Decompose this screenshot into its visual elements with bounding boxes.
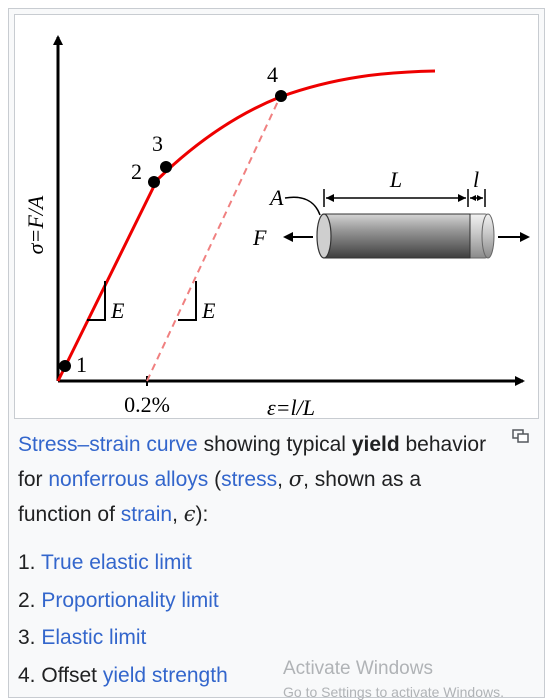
list-item-number: 3.	[18, 626, 42, 649]
link-stress-strain-curve[interactable]: Stress–strain curve	[18, 433, 198, 456]
stress-strain-diagram: σ=F/A ε=l/L 0.2% E E 1 2 3 4	[23, 35, 530, 420]
limits-list: 1. True elastic limit 2. Proportionality…	[18, 544, 228, 694]
specimen-extension-end	[481, 213, 495, 259]
point-2	[148, 176, 160, 188]
modulus-triangle-offset	[178, 281, 197, 321]
modulus-label-offset: E	[201, 298, 216, 323]
point-3	[160, 161, 172, 173]
extension-dimension-arrows	[470, 195, 483, 201]
list-item-number: 4.	[18, 663, 42, 687]
list-item: 1. True elastic limit	[18, 544, 228, 582]
y-axis-label: σ=F/A	[23, 195, 48, 254]
caption-text-4: ,	[277, 468, 289, 491]
figure-caption: Stress–strain curve showing typical yiel…	[18, 427, 498, 532]
caption-text-7: ):	[195, 503, 209, 526]
point-label-3: 3	[152, 131, 163, 156]
caption-bold-yield: yield	[351, 433, 400, 456]
link-proportionality-limit[interactable]: Proportionality limit	[41, 588, 219, 612]
watermark-title: Activate Windows	[283, 658, 433, 679]
modulus-label-elastic: E	[110, 298, 125, 323]
link-nonferrous-alloys[interactable]: nonferrous alloys	[48, 468, 209, 491]
specimen-body	[323, 213, 471, 259]
point-4	[275, 90, 287, 102]
caption-text-6: ,	[172, 503, 184, 526]
offset-line	[146, 96, 281, 382]
caption-text-2: behavior for	[18, 433, 487, 491]
force-label: F	[252, 225, 267, 250]
length-label: L	[389, 167, 402, 192]
x-axis-label: ε=l/L	[267, 395, 315, 420]
point-1	[59, 360, 71, 372]
list-item-prefix: Offset	[41, 663, 103, 687]
link-strain[interactable]: strain	[120, 503, 173, 526]
modulus-triangle-elastic	[87, 281, 106, 321]
point-label-1: 1	[76, 352, 87, 377]
caption-text-1: showing typical	[197, 433, 352, 456]
activate-windows-watermark: Activate Windows Go to Settings to activ…	[283, 658, 504, 700]
magnify-icon[interactable]	[512, 429, 530, 444]
list-item-number: 1.	[18, 551, 41, 574]
list-item-number: 2.	[18, 588, 42, 612]
area-label: A	[268, 185, 284, 210]
area-leader	[284, 196, 321, 216]
point-label-4: 4	[267, 62, 278, 87]
epsilon-symbol: ϵ	[183, 502, 196, 526]
figure-container: σ=F/A ε=l/L 0.2% E E 1 2 3 4	[8, 8, 545, 698]
list-item: 4. Offset yield strength	[18, 657, 228, 695]
list-item: 3. Elastic limit	[18, 619, 228, 657]
link-yield-strength[interactable]: yield strength	[102, 663, 228, 687]
offset-label: 0.2%	[124, 392, 170, 417]
point-label-2: 2	[131, 159, 142, 184]
link-elastic-limit[interactable]: Elastic limit	[41, 626, 147, 649]
watermark-subtitle: Go to Settings to activate Windows.	[283, 684, 504, 700]
sigma-symbol: σ	[288, 467, 304, 491]
specimen-face	[316, 213, 332, 259]
caption-text-3: (	[208, 468, 222, 491]
caption-text-5: , shown as a function of	[18, 468, 422, 526]
link-stress[interactable]: stress	[221, 468, 278, 491]
extension-label: l	[473, 167, 479, 192]
list-item: 2. Proportionality limit	[18, 582, 228, 620]
link-true-elastic-limit[interactable]: True elastic limit	[40, 551, 192, 574]
stress-strain-figure[interactable]: σ=F/A ε=l/L 0.2% E E 1 2 3 4	[14, 14, 539, 420]
